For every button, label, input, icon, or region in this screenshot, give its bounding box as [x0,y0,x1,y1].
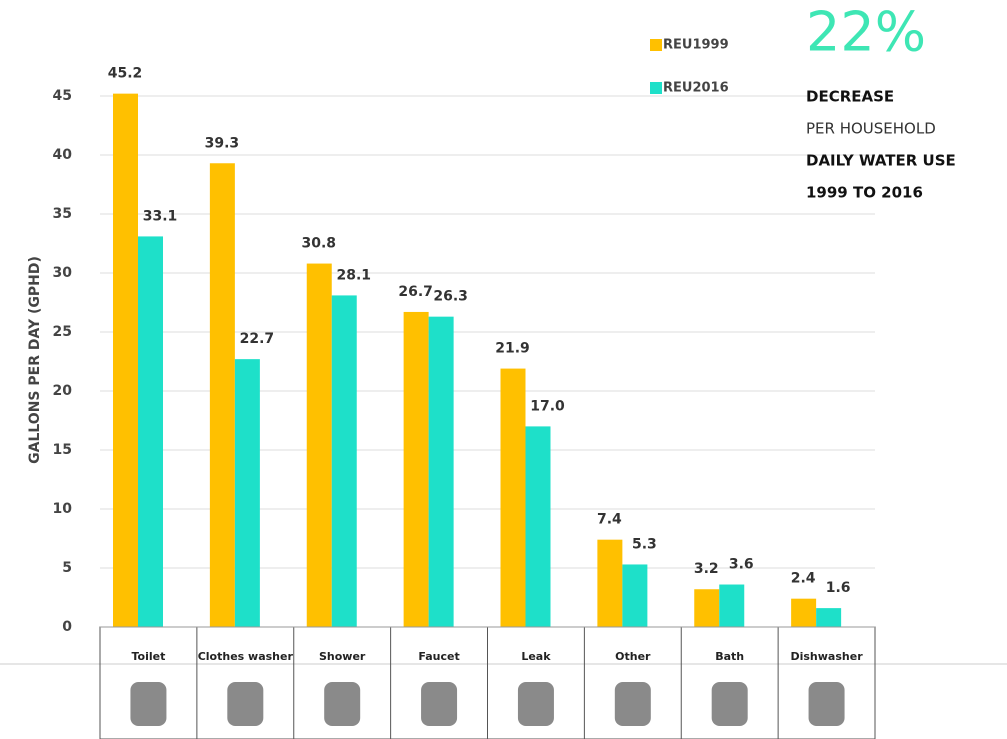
value-label: 21.9 [495,341,530,357]
annotation-line: DECREASE [806,88,894,106]
category-icon [324,682,361,726]
y-tick-label: 25 [53,324,72,340]
y-tick-label: 30 [53,265,73,281]
annotation-line: 1999 TO 2016 [806,184,923,202]
value-label: 28.1 [336,267,371,283]
bar [234,359,260,627]
legend-label: REU1999 [663,38,729,53]
value-label: 1.6 [826,580,851,596]
y-tick-label: 20 [53,383,73,399]
y-tick-label: 5 [62,560,72,576]
value-label: 5.3 [632,536,657,552]
legend-swatch [650,39,662,51]
category-icon [517,682,554,726]
y-tick-label: 35 [53,206,72,222]
x-tick-label: Leak [521,650,551,663]
value-label: 17.0 [530,398,565,414]
value-label: 30.8 [301,236,336,252]
value-label: 7.4 [597,512,622,528]
bar [403,311,429,627]
category-icon [614,682,651,726]
y-tick-label: 10 [53,501,73,517]
category-icon [421,682,458,726]
x-tick-label: Other [615,650,651,663]
bar [622,564,648,627]
bar [306,263,332,627]
y-tick-label: 0 [62,619,72,635]
bar [138,236,163,628]
value-label: 2.4 [791,571,816,587]
value-label: 26.3 [433,289,468,305]
category-icon [808,682,845,726]
bar [113,93,138,627]
y-tick-label: 40 [53,147,73,163]
category-icon [711,682,748,726]
value-label: 26.7 [398,284,433,300]
bar [331,295,357,627]
category-icon [227,682,264,726]
y-tick-label: 15 [53,442,72,458]
value-label: 3.2 [694,561,719,577]
legend-swatch [650,82,662,94]
bar [428,316,454,627]
x-tick-label: Toilet [132,650,166,663]
bar [816,608,842,627]
bar [500,368,526,627]
x-tick-label: Shower [319,650,366,663]
y-tick-label: 45 [53,88,72,104]
annotation-line: DAILY WATER USE [806,152,956,170]
value-label: 33.1 [143,208,178,224]
x-tick-label: Dishwasher [790,650,863,663]
y-axis-label: GALLONS PER DAY (GPHD) [27,256,43,464]
value-label: 39.3 [205,135,240,151]
x-tick-label: Faucet [418,650,459,663]
bar [719,584,745,627]
value-label: 22.7 [240,331,275,347]
bar [694,589,720,627]
bar [525,426,551,627]
annotation-headline: 22% [806,1,926,64]
value-label: 3.6 [729,557,754,573]
bar [209,163,235,627]
x-tick-label: Bath [715,650,744,663]
category-icon [130,682,167,726]
bar [597,539,623,627]
legend-label: REU2016 [663,81,729,96]
bar [791,598,817,627]
value-label: 45.2 [108,66,143,82]
annotation-line: PER HOUSEHOLD [806,120,936,138]
x-tick-label: Clothes washer [198,650,294,663]
